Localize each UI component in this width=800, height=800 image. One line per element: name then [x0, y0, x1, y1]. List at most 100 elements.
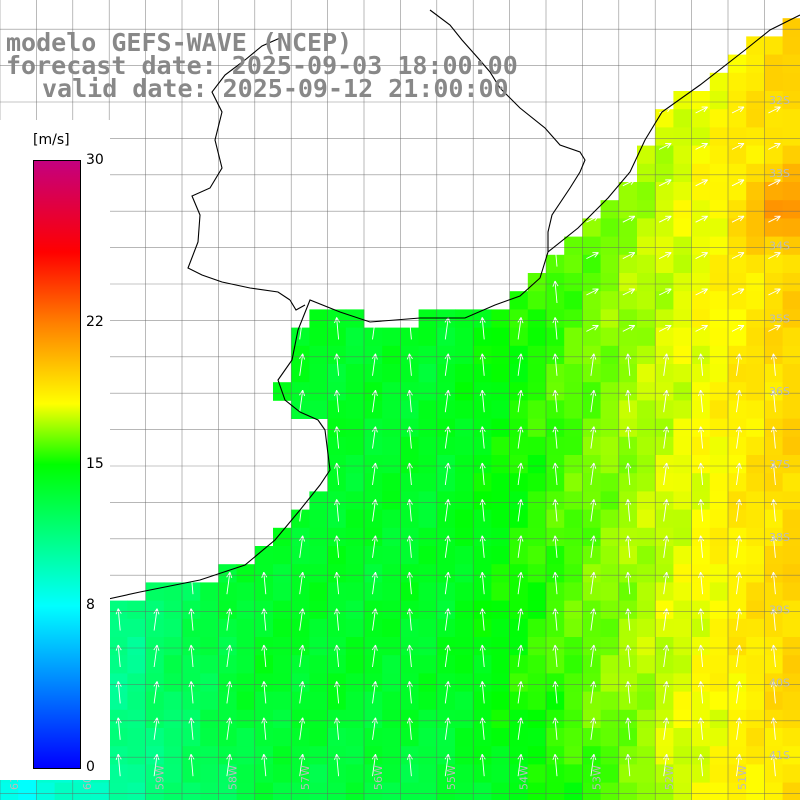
- wind-cell: [546, 364, 565, 383]
- wind-arrow: [731, 252, 745, 260]
- wind-cell: [291, 582, 310, 601]
- wind-cell: [564, 691, 583, 711]
- wind-cell: [182, 782, 201, 800]
- wind-cell: [418, 527, 438, 547]
- wind-cell: [527, 455, 547, 474]
- wind-cell: [345, 345, 365, 365]
- wind-cell: [273, 673, 292, 692]
- wind-cell: [546, 473, 565, 492]
- wind-cell: [618, 200, 638, 219]
- wind-cell: [473, 728, 492, 747]
- wind-cell: [382, 509, 401, 529]
- wind-cell: [564, 655, 583, 674]
- wind-cell: [709, 382, 729, 401]
- wind-cell: [455, 582, 474, 601]
- wind-cell: [509, 764, 529, 783]
- wind-cell: [345, 564, 365, 583]
- wind-cell: [618, 782, 638, 800]
- wind-cell: [455, 345, 474, 365]
- wind-cell: [637, 491, 656, 510]
- wind-arrow: [731, 288, 745, 296]
- wind-cell: [728, 691, 747, 711]
- wind-cell: [691, 109, 711, 128]
- wind-cell: [491, 327, 510, 347]
- wind-cell: [637, 163, 656, 183]
- wind-cell: [691, 254, 711, 274]
- wind-cell: [582, 291, 601, 310]
- wind-cell: [327, 618, 347, 638]
- wind-cell: [364, 382, 383, 401]
- wind-cell: [709, 728, 729, 747]
- wind-cell: [582, 746, 601, 765]
- wind-cell: [436, 491, 456, 510]
- wind-cell: [491, 582, 510, 601]
- wind-cell: [637, 382, 656, 401]
- wind-cell: [236, 728, 256, 747]
- wind-cell: [527, 764, 547, 783]
- wind-cell: [400, 691, 419, 711]
- wind-cell: [728, 145, 747, 165]
- wind-cell: [709, 655, 729, 674]
- wind-cell: [637, 254, 656, 274]
- wind-cell: [564, 673, 583, 692]
- wind-cell: [764, 327, 783, 347]
- wind-cell: [637, 764, 656, 783]
- wind-cell: [782, 691, 800, 711]
- wind-cell: [782, 182, 800, 201]
- wind-cell: [691, 364, 711, 383]
- wind-cell: [145, 782, 165, 800]
- wind-arrow: [658, 288, 672, 296]
- colorbar-tick: 30: [86, 152, 104, 168]
- wind-cell: [455, 400, 474, 419]
- wind-cell: [673, 637, 692, 656]
- wind-cell: [418, 655, 438, 674]
- wind-cell: [691, 273, 711, 292]
- wind-cell: [782, 309, 800, 328]
- wind-cell: [145, 691, 165, 711]
- wind-cell: [436, 709, 456, 729]
- wind-cell: [782, 418, 800, 438]
- wind-cell: [509, 400, 529, 419]
- wind-cell: [491, 746, 510, 765]
- wind-cell: [746, 163, 765, 183]
- wind-cell: [364, 455, 383, 474]
- wind-cell: [418, 728, 438, 747]
- wind-cell: [600, 218, 620, 237]
- wind-cell: [327, 655, 347, 674]
- wind-cell: [218, 691, 237, 711]
- wind-cell: [782, 127, 800, 146]
- wind-cell: [254, 691, 274, 711]
- wind-cell: [582, 382, 601, 401]
- wind-cell: [473, 400, 492, 419]
- wind-cell: [273, 564, 292, 583]
- wind-cell: [491, 364, 510, 383]
- wind-cell: [618, 436, 638, 456]
- wind-cell: [600, 327, 620, 347]
- wind-cell: [527, 327, 547, 347]
- wind-cell: [418, 345, 438, 365]
- wind-cell: [182, 655, 201, 674]
- wind-cell: [782, 327, 800, 347]
- wind-cell: [436, 782, 456, 800]
- wind-cell: [655, 163, 674, 183]
- wind-cell: [273, 746, 292, 765]
- wind-cell: [637, 273, 656, 292]
- wind-cell: [673, 655, 692, 674]
- wind-cell: [600, 746, 620, 765]
- wind-cell: [436, 746, 456, 765]
- wind-cell: [491, 382, 510, 401]
- wind-cell: [782, 473, 800, 492]
- wind-cell: [455, 728, 474, 747]
- wind-cell: [728, 455, 747, 474]
- wind-cell: [728, 400, 747, 419]
- wind-cell: [218, 746, 237, 765]
- wind-cell: [527, 600, 547, 620]
- wind-cell: [764, 728, 783, 747]
- wind-cell: [618, 218, 638, 237]
- wind-cell: [764, 509, 783, 529]
- wind-cell: [182, 728, 201, 747]
- wind-cell: [728, 182, 747, 201]
- lat-label: 34S: [769, 240, 790, 253]
- wind-cell: [400, 327, 419, 347]
- wind-cell: [655, 418, 674, 438]
